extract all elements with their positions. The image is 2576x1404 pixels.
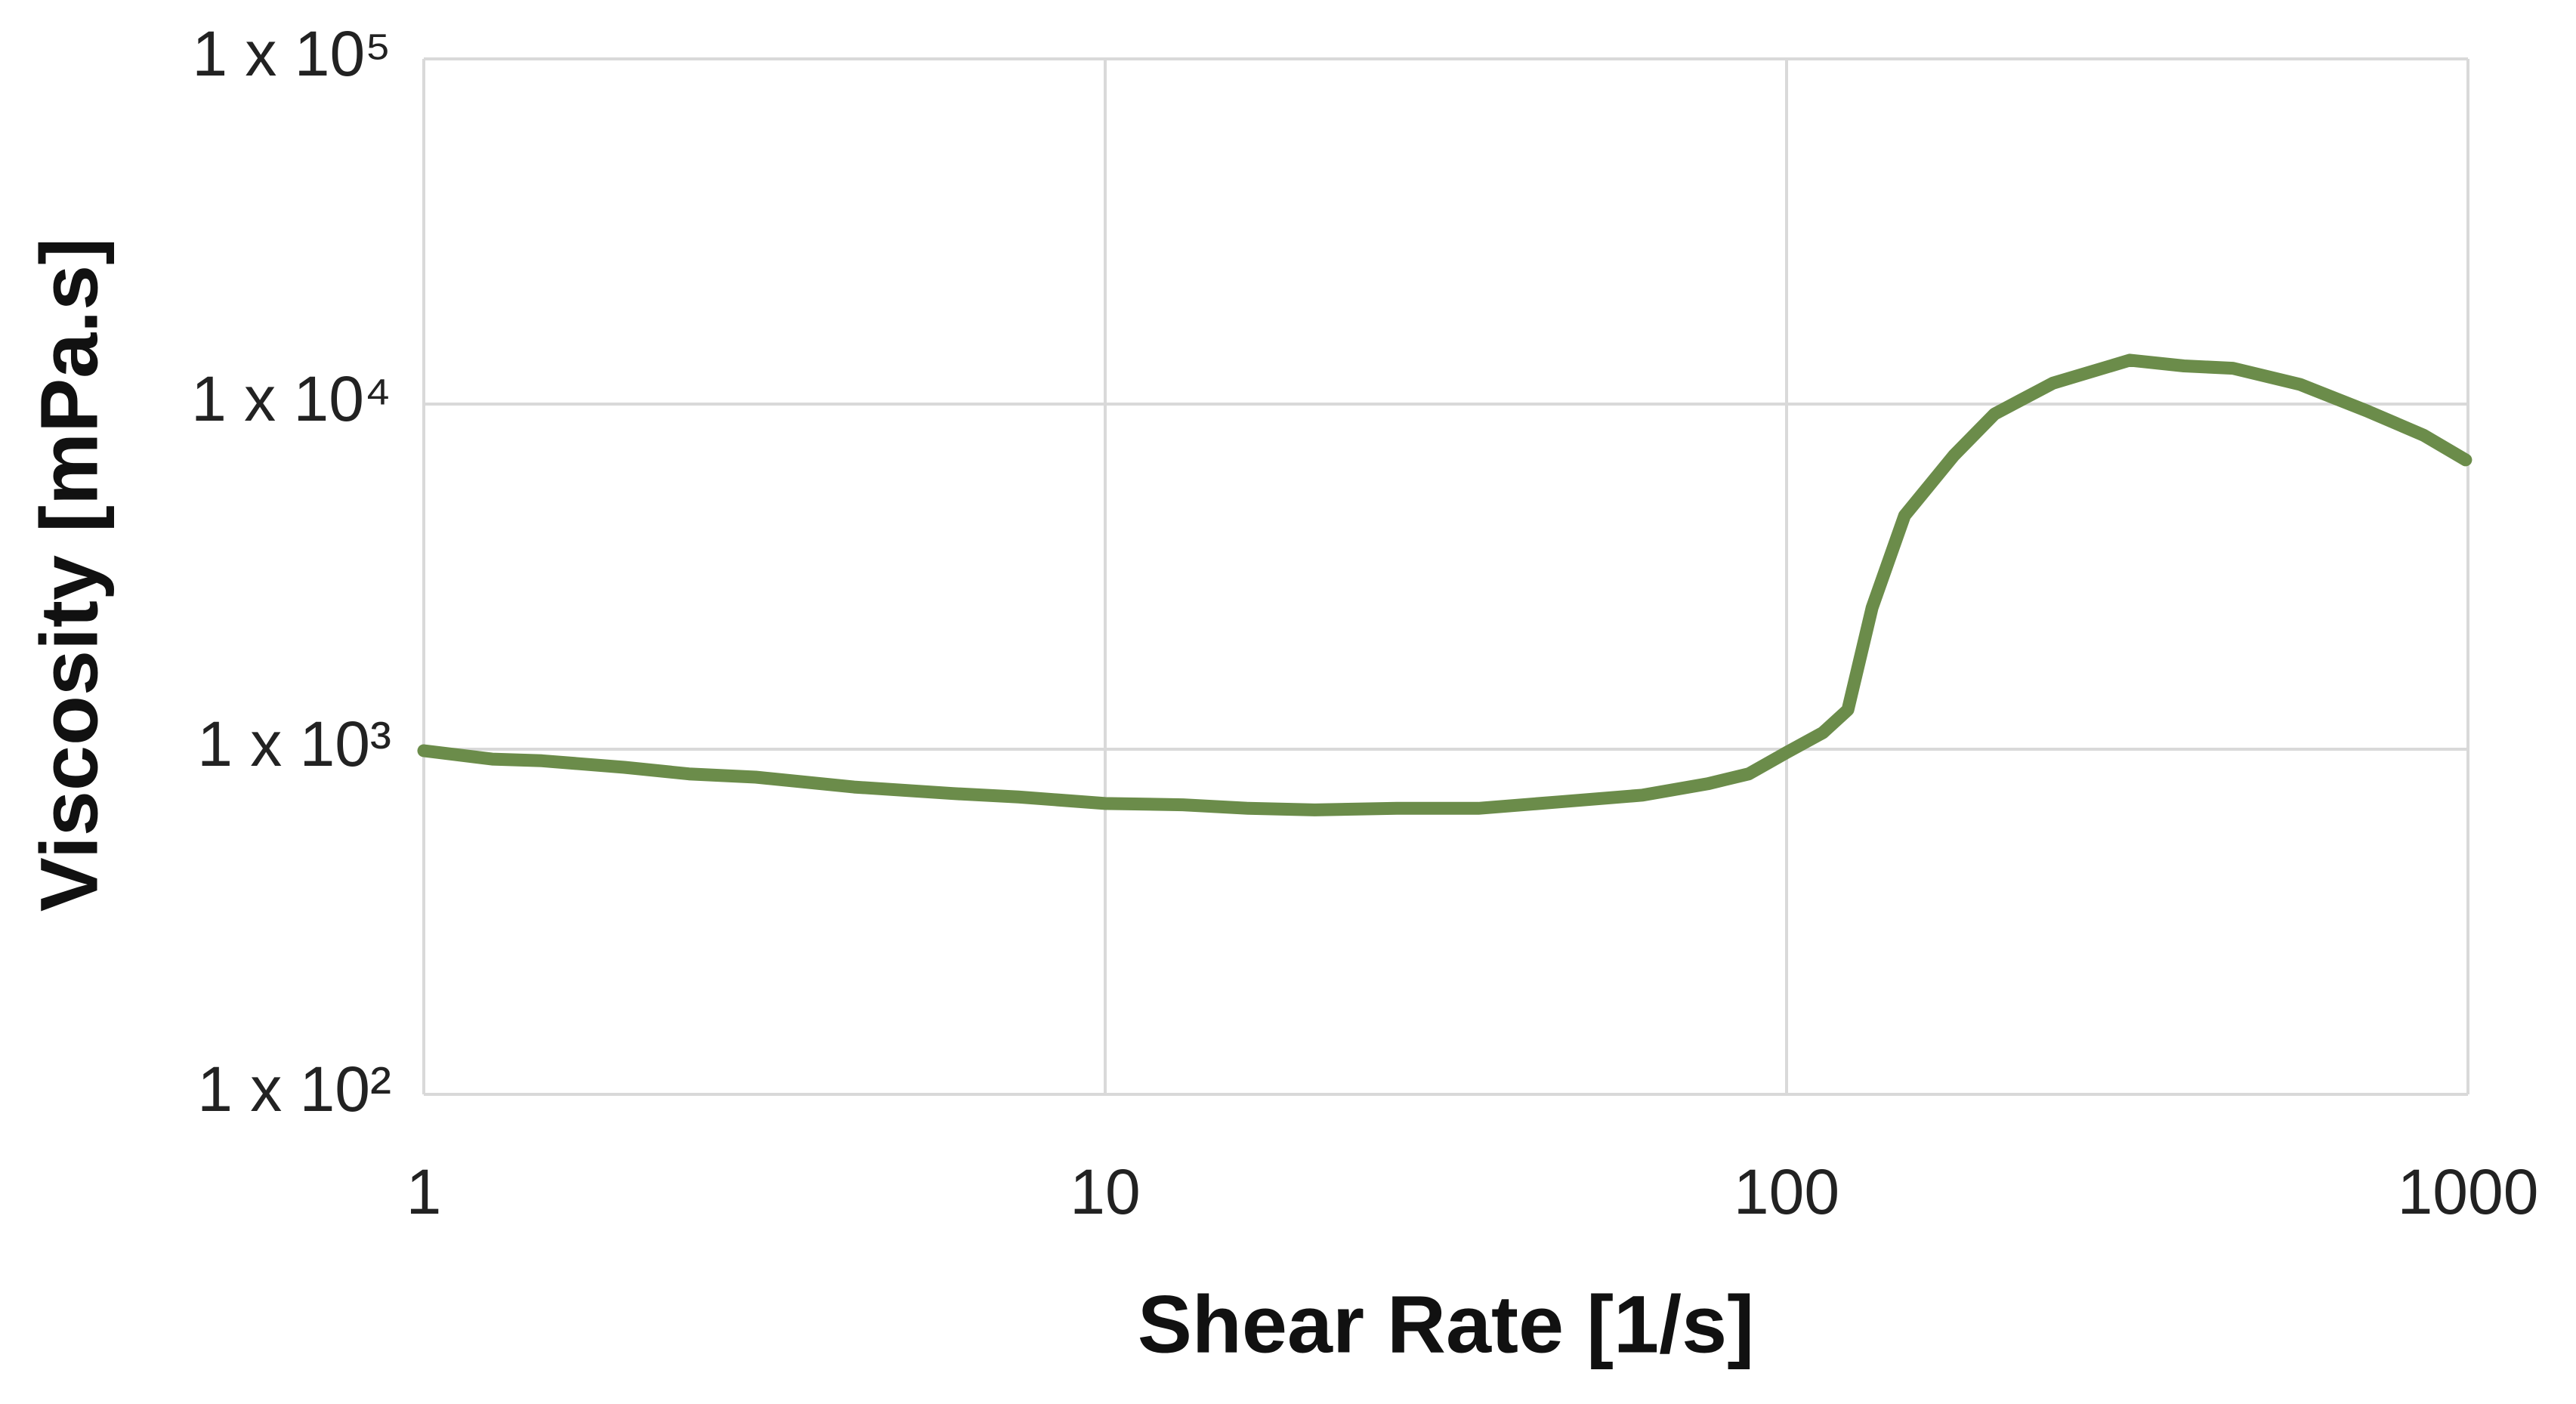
y-tick-label: 1 x 10⁴ <box>191 363 391 434</box>
x-tick-label: 100 <box>1734 1156 1839 1227</box>
x-tick-label: 1 <box>406 1156 442 1227</box>
y-tick-label: 1 x 10⁵ <box>192 18 391 89</box>
y-axis-title: Viscosity [mPa.s] <box>23 238 115 912</box>
y-tick-label: 1 x 10³ <box>197 708 391 779</box>
x-tick-label: 1000 <box>2398 1156 2539 1227</box>
x-tick-label: 10 <box>1070 1156 1140 1227</box>
data-line <box>417 353 2473 816</box>
y-tick-label: 1 x 10² <box>197 1054 391 1125</box>
x-axis-title: Shear Rate [1/s] <box>1138 1279 1754 1370</box>
